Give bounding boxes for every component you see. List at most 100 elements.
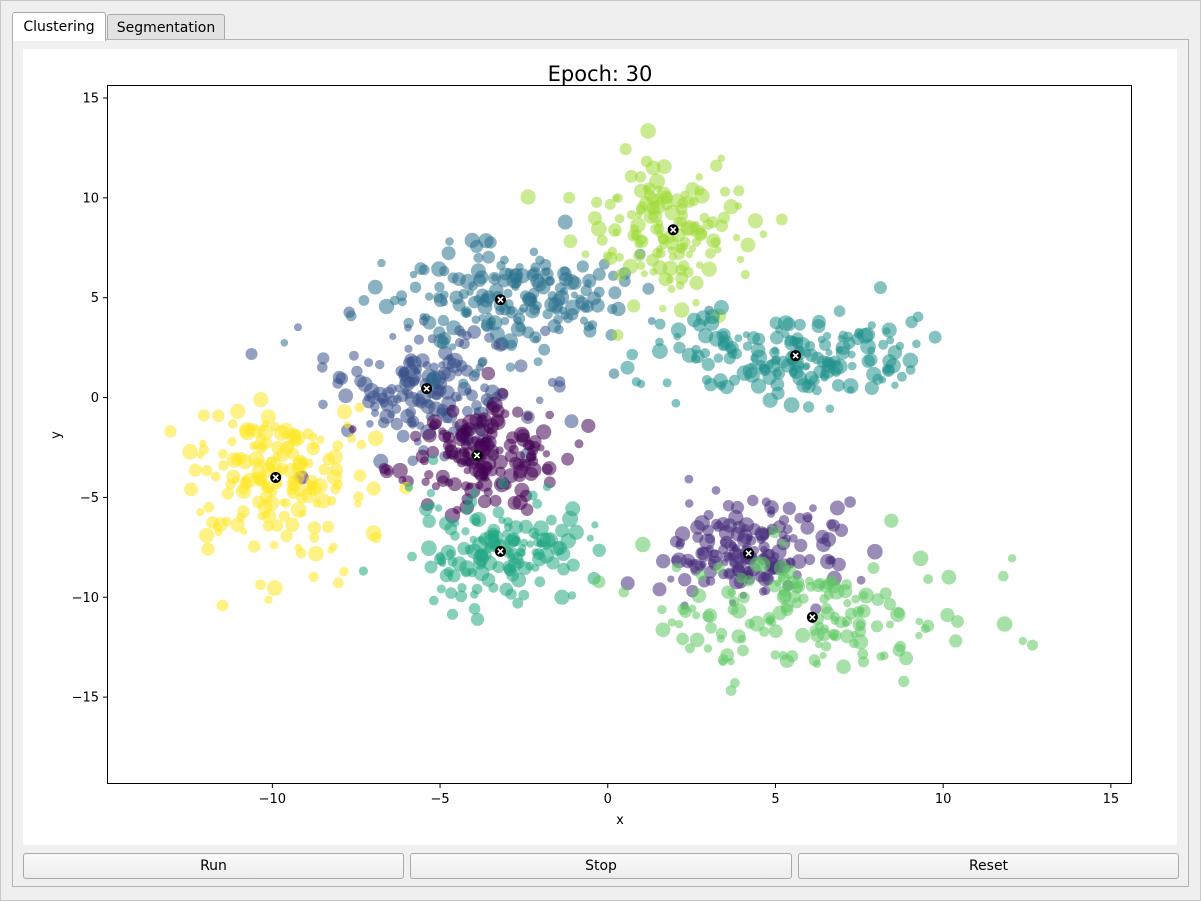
plot-area-frame	[107, 85, 1132, 784]
scatter-point	[542, 309, 553, 320]
scatter-point	[308, 571, 319, 582]
scatter-point	[768, 580, 781, 593]
scatter-point	[489, 530, 500, 540]
scatter-point	[649, 267, 658, 276]
scatter-point	[488, 582, 499, 593]
run-button[interactable]: Run	[23, 853, 404, 879]
scatter-point	[591, 196, 603, 208]
scatter-point	[770, 330, 784, 345]
scatter-point	[912, 550, 929, 567]
scatter-point	[791, 597, 803, 609]
cluster-centroids	[270, 224, 818, 623]
scatter-point	[852, 606, 864, 618]
scatter-point	[694, 185, 705, 196]
scatter-point	[843, 599, 852, 608]
scatter-point	[871, 593, 885, 606]
scatter-point	[728, 547, 742, 560]
scatter-point	[782, 317, 796, 332]
scatter-point	[819, 339, 832, 351]
scatter-point	[820, 603, 832, 614]
scatter-point	[358, 295, 370, 306]
scatter-point	[699, 212, 710, 223]
scatter-point	[438, 429, 451, 443]
scatter-point	[201, 465, 213, 477]
scatter-point	[262, 520, 274, 532]
scatter-point	[364, 358, 374, 368]
scatter-point	[255, 473, 268, 486]
scatter-point	[651, 200, 666, 214]
scatter-point	[377, 258, 386, 268]
scatter-point	[563, 234, 578, 249]
scatter-point	[295, 548, 307, 559]
scatter-point	[164, 425, 177, 438]
scatter-point	[406, 416, 417, 428]
scatter-point	[704, 377, 718, 392]
scatter-point	[477, 494, 492, 509]
scatter-point	[729, 558, 737, 567]
scatter-point	[864, 353, 878, 367]
scatter-point	[767, 617, 777, 627]
scatter-point	[413, 367, 421, 375]
scatter-point	[437, 366, 451, 380]
scatter-point	[772, 366, 786, 380]
scatter-point	[505, 362, 516, 372]
scatter-point	[242, 472, 258, 488]
reset-button[interactable]: Reset	[798, 853, 1179, 879]
scatter-point	[461, 527, 470, 536]
scatter-point	[915, 617, 923, 626]
scatter-point	[891, 381, 899, 389]
scatter-point	[418, 264, 430, 276]
scatter-point	[778, 650, 788, 661]
scatter-point	[820, 373, 829, 382]
scatter-point	[782, 524, 793, 535]
scatter-point	[464, 232, 480, 248]
scatter-point	[528, 527, 540, 539]
scatter-point	[259, 424, 267, 432]
scatter-point	[471, 368, 481, 378]
scatter-point	[733, 185, 745, 197]
scatter-point	[737, 532, 752, 548]
tab-segmentation[interactable]: Segmentation	[107, 14, 225, 40]
scatter-point	[212, 409, 225, 423]
scatter-point	[728, 541, 737, 550]
y-tick-label: 15	[82, 91, 99, 106]
scatter-point	[210, 471, 221, 482]
scatter-point	[470, 488, 479, 496]
scatter-point	[409, 270, 418, 279]
scatter-point	[383, 467, 392, 476]
scatter-point	[438, 345, 453, 361]
scatter-point	[574, 439, 584, 449]
scatter-point	[217, 449, 228, 459]
scatter-point	[668, 252, 678, 261]
scatter-point	[410, 430, 422, 442]
stop-button[interactable]: Stop	[410, 853, 792, 879]
scatter-point	[840, 629, 855, 644]
scatter-point	[507, 496, 522, 510]
tab-clustering[interactable]: Clustering	[12, 12, 106, 41]
scatter-point	[404, 483, 414, 492]
scatter-point	[844, 496, 856, 508]
scatter-point	[713, 300, 729, 315]
scatter-point	[488, 272, 501, 285]
scatter-point	[737, 634, 747, 644]
scatter-point	[662, 378, 672, 388]
scatter-point	[554, 324, 564, 335]
scatter-point	[421, 477, 430, 487]
scatter-point	[365, 525, 382, 542]
scatter-point	[431, 482, 440, 491]
scatter-point	[289, 430, 306, 446]
scatter-point	[541, 267, 551, 277]
scatter-point	[614, 269, 627, 282]
scatter-point	[526, 540, 534, 548]
scatter-point	[717, 154, 726, 162]
scatter-point	[890, 606, 906, 623]
scatter-point	[358, 566, 368, 576]
scatter-point	[892, 643, 906, 657]
scatter-point	[860, 338, 876, 355]
scatter-point	[829, 500, 845, 516]
scatter-point	[692, 531, 704, 543]
scatter-point	[424, 560, 438, 574]
scatter-point	[564, 414, 579, 429]
scatter-point	[226, 469, 241, 484]
scatter-point	[379, 398, 389, 408]
